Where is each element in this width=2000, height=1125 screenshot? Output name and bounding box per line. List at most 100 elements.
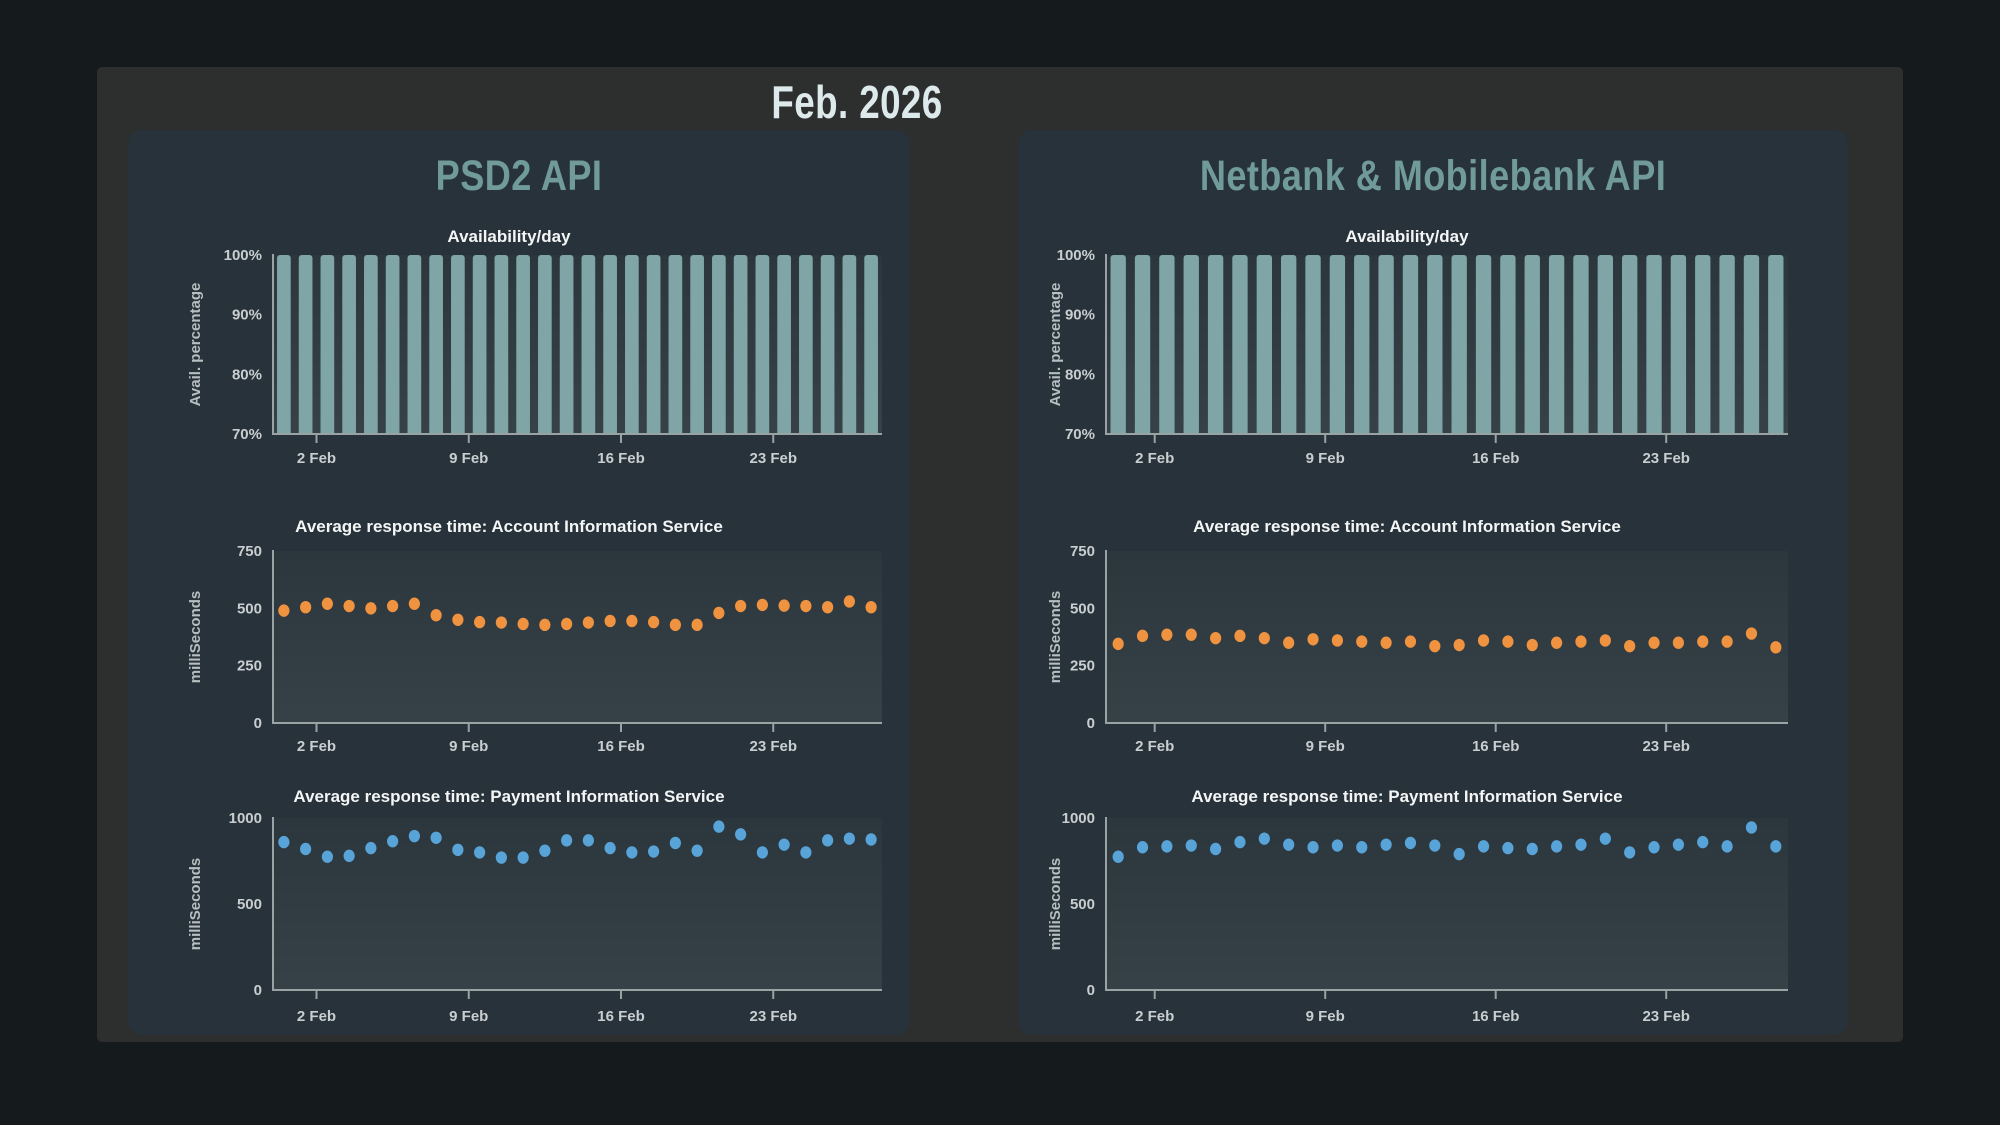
panel-title-netbank: Netbank & Mobilebank API	[1199, 152, 1667, 200]
bar-series	[277, 255, 878, 434]
axes	[1105, 817, 1788, 991]
bar-series	[1110, 255, 1784, 434]
panel-title-psd2: PSD2 API	[435, 152, 603, 200]
chart-svg: Average response time: Account Informati…	[1047, 517, 1788, 755]
svg-text:2 Feb: 2 Feb	[1135, 1008, 1174, 1025]
dashboard-container: Feb. 2026 PSD2 API Availability/day 70% 80…	[97, 67, 1903, 1042]
svg-text:0: 0	[1087, 982, 1095, 999]
svg-text:2 Feb: 2 Feb	[297, 1008, 336, 1025]
svg-text:9 Feb: 9 Feb	[1306, 450, 1345, 467]
scatter-series	[278, 820, 877, 864]
chart-netbank-payment-info-response-time[interactable]: Average response time: Payment Informati…	[1018, 130, 1848, 1035]
chart-title: Average response time: Payment Informati…	[293, 787, 724, 806]
svg-text:1000: 1000	[1062, 810, 1095, 827]
svg-text:9 Feb: 9 Feb	[449, 1008, 488, 1025]
y-axis-labels: 70% 80% 90% 100%	[1057, 247, 1095, 443]
chart-netbank-availability[interactable]: Availability/day 70% 80% 90% 100% Avail. perc…	[1018, 130, 1848, 1035]
x-axis-labels: 2 Feb 9 Feb 16 Feb 23 Feb	[1135, 434, 1690, 467]
chart-title: Average response time: Payment Informati…	[1191, 787, 1622, 806]
chart-title: Availability/day	[447, 227, 571, 246]
svg-text:750: 750	[1070, 543, 1095, 560]
svg-text:16 Feb: 16 Feb	[597, 450, 645, 467]
y-axis-title: milliSeconds	[1047, 591, 1064, 684]
y-axis-labels: 0 500 1000	[1062, 810, 1095, 999]
svg-text:90%: 90%	[232, 307, 262, 324]
svg-text:16 Feb: 16 Feb	[597, 1008, 645, 1025]
svg-text:2 Feb: 2 Feb	[297, 738, 336, 755]
svg-text:250: 250	[1070, 658, 1095, 675]
panel-card-psd2: PSD2 API Availability/day 70% 80% 90% 100% Av…	[128, 130, 910, 1035]
svg-text:23 Feb: 23 Feb	[1642, 1008, 1690, 1025]
scatter-series	[1112, 821, 1782, 863]
svg-text:70%: 70%	[232, 426, 262, 443]
svg-text:9 Feb: 9 Feb	[1306, 738, 1345, 755]
axes	[1105, 550, 1788, 724]
svg-text:80%: 80%	[1065, 366, 1095, 383]
axes	[272, 817, 882, 991]
svg-text:2 Feb: 2 Feb	[297, 450, 336, 467]
svg-text:23 Feb: 23 Feb	[1642, 738, 1690, 755]
svg-text:1000: 1000	[229, 810, 262, 827]
x-axis-labels: 2 Feb 9 Feb 16 Feb 23 Feb	[1135, 723, 1690, 755]
svg-text:750: 750	[237, 543, 262, 560]
svg-text:23 Feb: 23 Feb	[749, 1008, 797, 1025]
y-axis-labels: 0 250 500 750	[1070, 543, 1095, 732]
svg-text:23 Feb: 23 Feb	[1642, 450, 1690, 467]
chart-title: Average response time: Account Informati…	[295, 517, 723, 536]
chart-psd2-account-info-response-time[interactable]: Average response time: Account Informati…	[128, 130, 910, 1035]
svg-text:9 Feb: 9 Feb	[449, 738, 488, 755]
y-axis-title: milliSeconds	[187, 591, 204, 684]
svg-text:2 Feb: 2 Feb	[1135, 738, 1174, 755]
chart-svg: Average response time: Payment Informati…	[187, 787, 882, 1025]
svg-text:9 Feb: 9 Feb	[1306, 1008, 1345, 1025]
y-axis-labels: 0 250 500 750	[237, 543, 262, 732]
svg-text:23 Feb: 23 Feb	[749, 450, 797, 467]
svg-text:2 Feb: 2 Feb	[1135, 450, 1174, 467]
y-axis-title: milliSeconds	[1047, 858, 1064, 951]
svg-text:90%: 90%	[1065, 307, 1095, 324]
y-axis-labels: 0 500 1000	[229, 810, 262, 999]
y-axis-title: milliSeconds	[187, 858, 204, 951]
chart-title: Average response time: Account Informati…	[1193, 517, 1621, 536]
y-axis-title: Avail. percentage	[1047, 283, 1064, 407]
svg-text:100%: 100%	[1057, 247, 1095, 264]
chart-netbank-account-info-response-time[interactable]: Average response time: Account Informati…	[1018, 130, 1848, 1035]
svg-text:500: 500	[237, 600, 262, 617]
y-axis-title: Avail. percentage	[187, 283, 204, 407]
svg-text:16 Feb: 16 Feb	[1472, 450, 1520, 467]
svg-text:16 Feb: 16 Feb	[597, 738, 645, 755]
chart-title: Availability/day	[1345, 227, 1469, 246]
chart-psd2-availability[interactable]: Availability/day 70% 80% 90% 100% Avail. perc…	[128, 130, 910, 1035]
svg-text:16 Feb: 16 Feb	[1472, 1008, 1520, 1025]
x-axis-labels: 2 Feb 9 Feb 16 Feb 23 Feb	[297, 723, 797, 755]
svg-text:500: 500	[1070, 896, 1095, 913]
axes	[272, 550, 882, 724]
axes	[1105, 254, 1788, 435]
svg-text:9 Feb: 9 Feb	[449, 450, 488, 467]
page-title: Feb. 2026	[771, 76, 943, 128]
svg-text:0: 0	[254, 982, 262, 999]
svg-text:500: 500	[237, 896, 262, 913]
svg-text:100%: 100%	[224, 247, 262, 264]
svg-text:23 Feb: 23 Feb	[749, 738, 797, 755]
chart-svg: Average response time: Payment Informati…	[1047, 787, 1788, 1025]
chart-svg: Average response time: Account Informati…	[187, 517, 882, 755]
x-axis-labels: 2 Feb 9 Feb 16 Feb 23 Feb	[297, 434, 797, 467]
svg-text:0: 0	[1087, 715, 1095, 732]
svg-text:500: 500	[1070, 600, 1095, 617]
svg-text:0: 0	[254, 715, 262, 732]
svg-text:70%: 70%	[1065, 426, 1095, 443]
chart-psd2-payment-info-response-time[interactable]: Average response time: Payment Informati…	[128, 130, 910, 1035]
panel-card-netbank-mobilebank: Netbank & Mobilebank API Availability/da…	[1018, 130, 1848, 1035]
chart-svg: Availability/day 70% 80% 90% 100% Avail. perc…	[1047, 227, 1788, 467]
scatter-series	[278, 595, 877, 632]
chart-svg: Availability/day 70% 80% 90% 100% Avail. perc…	[187, 227, 882, 467]
scatter-series	[1112, 627, 1782, 654]
y-axis-labels: 70% 80% 90% 100%	[224, 247, 262, 443]
x-axis-labels: 2 Feb 9 Feb 16 Feb 23 Feb	[1135, 990, 1690, 1025]
svg-text:80%: 80%	[232, 366, 262, 383]
axes	[272, 254, 882, 435]
x-axis-labels: 2 Feb 9 Feb 16 Feb 23 Feb	[297, 990, 797, 1025]
svg-text:16 Feb: 16 Feb	[1472, 738, 1520, 755]
svg-text:250: 250	[237, 658, 262, 675]
